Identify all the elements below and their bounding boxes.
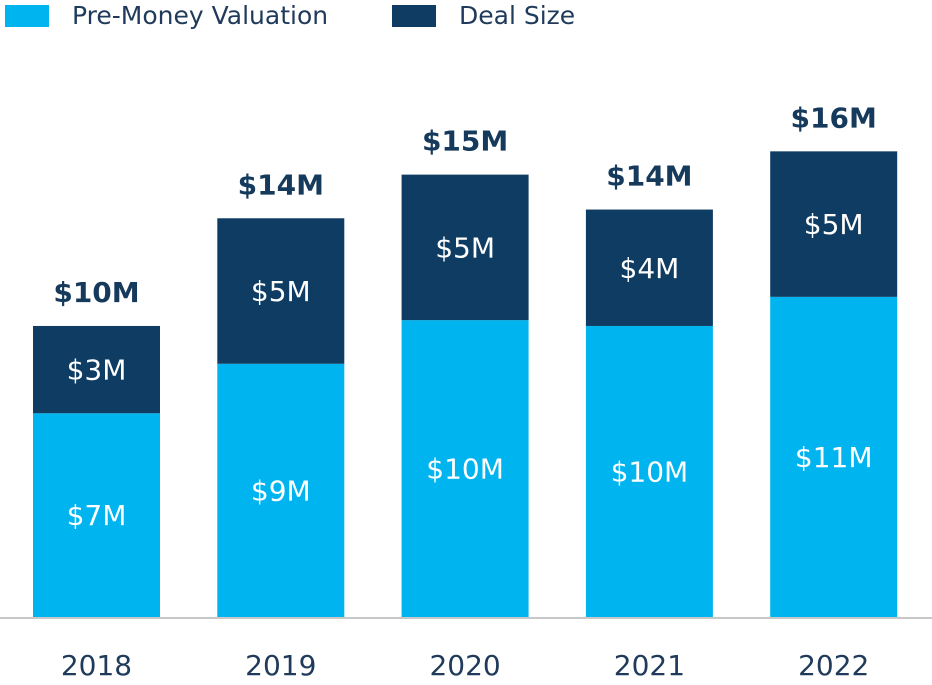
total-label: $10M [53, 276, 139, 309]
bar-segment [401, 320, 529, 617]
bar-segment [770, 151, 898, 297]
x-tick-label: 2022 [798, 649, 869, 682]
data-label: $3M [67, 354, 127, 387]
x-tick-label: 2021 [614, 649, 685, 682]
data-label: $7M [67, 499, 127, 532]
data-label: $5M [435, 231, 495, 264]
x-tick-label: 2020 [429, 649, 500, 682]
total-label: $15M [422, 125, 508, 158]
data-label: $10M [611, 455, 689, 488]
data-label: $4M [620, 252, 680, 285]
legend-swatch [5, 5, 49, 27]
bar-segment [770, 296, 898, 617]
legend-label: Deal Size [459, 1, 575, 30]
bar-segment [217, 218, 345, 364]
data-label: $10M [426, 453, 504, 486]
x-tick-label: 2018 [61, 649, 132, 682]
total-label: $16M [791, 101, 877, 134]
legend-swatch [392, 5, 436, 27]
bar-segment [33, 413, 160, 617]
total-label: $14M [606, 160, 692, 193]
data-label: $9M [251, 474, 311, 507]
legend-label: Pre-Money Valuation [72, 1, 328, 30]
bar-segment [585, 325, 713, 617]
bar-segment [217, 363, 345, 617]
data-label: $11M [795, 441, 873, 474]
total-label: $14M [238, 168, 324, 201]
bar-segment [401, 174, 529, 321]
x-tick-label: 2019 [245, 649, 316, 682]
data-label: $5M [251, 275, 311, 308]
bar-segment [33, 325, 160, 414]
data-label: $5M [804, 208, 864, 241]
bar-segment [585, 209, 713, 326]
